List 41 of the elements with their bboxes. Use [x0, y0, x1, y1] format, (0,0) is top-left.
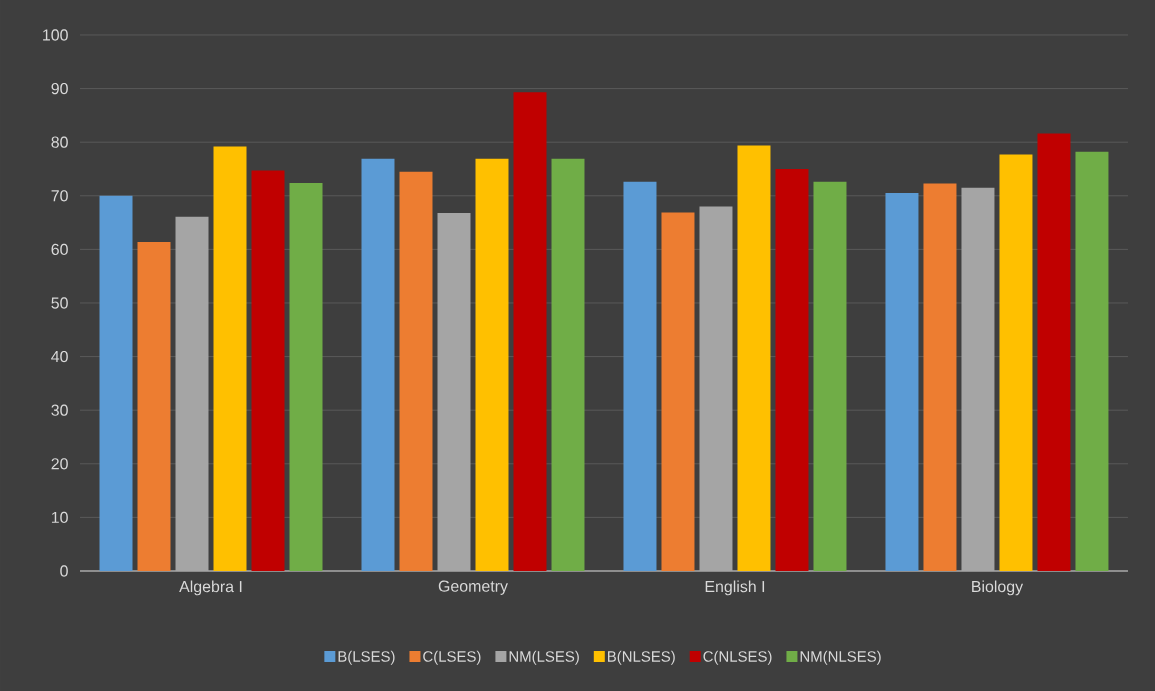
- x-tick-label: Geometry: [438, 580, 508, 595]
- bar: [661, 212, 695, 571]
- legend-label: B(LSES): [338, 650, 395, 665]
- bar: [361, 158, 395, 571]
- legend-label: NM(LSES): [509, 650, 579, 665]
- legend-label: B(NLSES): [608, 650, 675, 665]
- legend-label: NM(NLSES): [800, 650, 881, 665]
- y-tick-label: 20: [51, 458, 68, 470]
- bar: [551, 158, 585, 571]
- x-tick-label: English I: [705, 580, 765, 596]
- bar: [289, 182, 323, 571]
- bar: [475, 158, 509, 571]
- y-tick-label: 80: [51, 136, 68, 148]
- bar: [137, 241, 171, 571]
- bar: [1037, 133, 1071, 571]
- bar: [737, 145, 771, 571]
- bar: [999, 154, 1033, 571]
- y-tick-label: 40: [51, 350, 68, 363]
- bar: [251, 170, 285, 571]
- bar: [813, 181, 847, 571]
- y-tick-label: 100: [43, 29, 68, 41]
- bar: [923, 183, 957, 571]
- x-tick-label: Algebra I: [179, 580, 242, 596]
- y-tick-label: 50: [51, 297, 68, 309]
- bar: [399, 171, 433, 571]
- legend-label: C(LSES): [423, 650, 481, 665]
- y-tick-label: 70: [51, 190, 68, 202]
- bar: [1075, 151, 1109, 571]
- legend-label: C(NLSES): [703, 650, 772, 665]
- bar: [213, 146, 247, 571]
- y-tick-label: 10: [51, 511, 68, 524]
- bar: [775, 168, 809, 571]
- bar: [623, 181, 657, 571]
- bar: [885, 193, 919, 571]
- y-tick-label: 90: [51, 82, 68, 95]
- bar: [99, 195, 133, 571]
- bar: [513, 92, 547, 571]
- x-tick-label: Biology: [972, 580, 1024, 596]
- y-tick-label: 60: [51, 243, 68, 256]
- y-tick-label: 30: [51, 404, 68, 416]
- y-tick-label: 0: [60, 565, 68, 577]
